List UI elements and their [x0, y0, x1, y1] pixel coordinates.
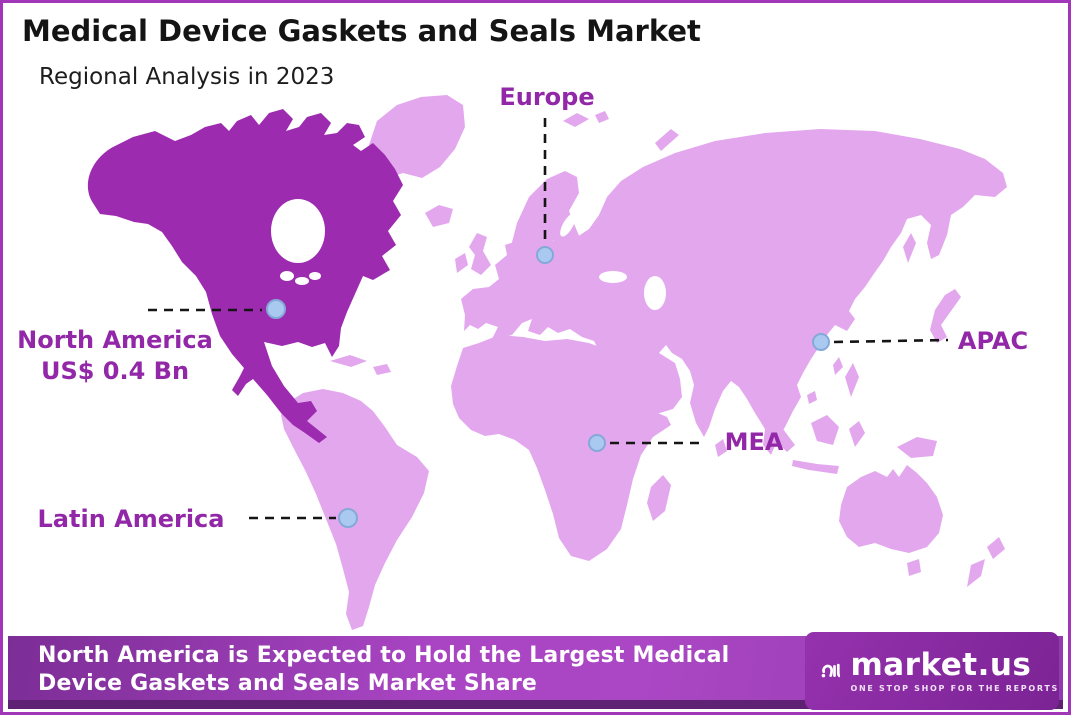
- page-title: Medical Device Gaskets and Seals Market: [22, 14, 701, 48]
- region-north-america-highlighted: [87, 109, 403, 443]
- region-ireland: [455, 253, 468, 273]
- page-subtitle: Regional Analysis in 2023: [39, 64, 335, 90]
- region-madagascar: [647, 475, 671, 521]
- region-sakhalin: [903, 233, 916, 263]
- region-scandinavia: [510, 171, 585, 261]
- region-new-zealand: [967, 537, 1005, 587]
- region-indonesia: [762, 363, 937, 474]
- north-america-value: US$ 0.4 Bn: [40, 357, 190, 385]
- brand-name: market.us: [850, 646, 1032, 683]
- region-greenland: [369, 95, 465, 178]
- brand-logo-box: market.us ONE STOP SHOP FOR THE REPORTS: [805, 632, 1059, 710]
- region-label-mea: MEA: [724, 428, 784, 456]
- region-uk: [469, 233, 491, 275]
- region-eurasia: [461, 129, 1007, 455]
- region-caribbean: [330, 355, 391, 375]
- region-svalbard: [563, 111, 679, 151]
- inland-water: [271, 199, 666, 310]
- region-iceland: [425, 205, 453, 227]
- region-label-north-america: North America US$ 0.4 Bn: [16, 325, 214, 387]
- footer-line-2: Device Gaskets and Seals Market Share: [38, 671, 537, 696]
- region-sri-lanka: [715, 439, 727, 457]
- brand-tagline: ONE STOP SHOP FOR THE REPORTS: [850, 683, 1059, 693]
- brand-text-block: market.us ONE STOP SHOP FOR THE REPORTS: [850, 646, 1059, 693]
- region-japan: [930, 289, 961, 343]
- region-australia: [839, 465, 943, 553]
- region-africa: [451, 335, 671, 561]
- region-label-apac: APAC: [957, 327, 1029, 355]
- region-tasmania: [907, 559, 921, 576]
- region-taiwan: [833, 357, 843, 375]
- region-label-latin-america: Latin America: [37, 505, 225, 533]
- region-hainan: [807, 391, 817, 404]
- region-label-europe: Europe: [499, 83, 595, 111]
- north-america-label-text: North America: [17, 326, 213, 354]
- market-us-logo-icon: [821, 663, 841, 678]
- footer-line-1: North America is Expected to Hold the La…: [38, 643, 730, 668]
- footer-banner-text: North America is Expected to Hold the La…: [8, 636, 1063, 698]
